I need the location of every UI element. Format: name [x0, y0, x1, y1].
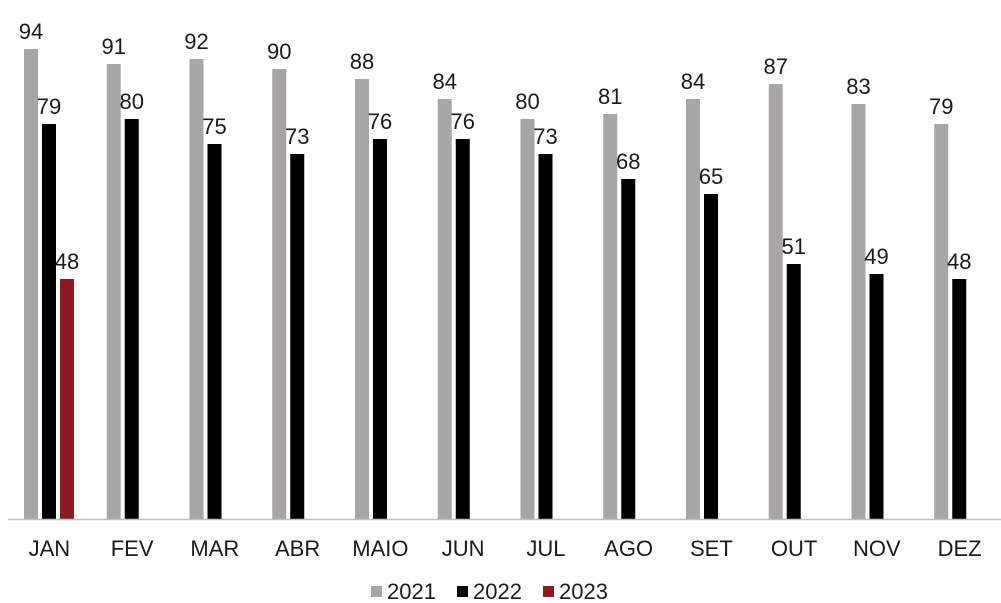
data-label-ago-2022: 68 — [616, 149, 640, 174]
bar-fev-2021 — [106, 64, 121, 519]
data-label-maio-2021: 88 — [350, 49, 374, 74]
data-label-abr-2022: 73 — [285, 124, 309, 149]
data-label-jul-2021: 80 — [515, 89, 539, 114]
bar-out-2021 — [768, 84, 783, 519]
x-tick-label-nov: NOV — [853, 536, 901, 561]
data-label-out-2021: 87 — [764, 54, 788, 79]
data-label-fev-2021: 91 — [102, 34, 126, 59]
bar-jun-2022 — [455, 139, 470, 519]
x-tick-label-abr: ABR — [275, 536, 320, 561]
data-label-mar-2021: 92 — [184, 29, 208, 54]
x-tick-label-dez: DEZ — [938, 536, 982, 561]
data-label-jun-2021: 84 — [433, 69, 457, 94]
x-tick-label-ago: AGO — [604, 536, 653, 561]
bar-maio-2021 — [355, 79, 369, 519]
bar-jan-2022 — [42, 124, 56, 519]
legend-swatch-2023 — [543, 586, 554, 597]
legend-swatch-2021 — [371, 586, 382, 597]
bar-ago-2021 — [603, 114, 618, 519]
bar-mar-2021 — [189, 59, 204, 519]
data-label-set-2022: 65 — [699, 164, 723, 189]
data-label-jan-2022: 79 — [37, 94, 61, 119]
data-label-fev-2022: 80 — [120, 89, 144, 114]
bar-jan-2023 — [60, 279, 74, 519]
x-tick-label-jan: JAN — [29, 536, 71, 561]
bar-jul-2021 — [520, 119, 535, 519]
bar-jun-2021 — [437, 99, 452, 519]
bar-maio-2022 — [373, 139, 387, 519]
bar-mar-2022 — [207, 144, 222, 519]
data-label-jun-2022: 76 — [451, 109, 475, 134]
x-tick-label-jul: JUL — [526, 536, 565, 561]
bar-out-2022 — [786, 264, 801, 519]
legend-label-2021: 2021 — [387, 579, 436, 603]
bar-dez-2021 — [934, 124, 949, 519]
bar-dez-2022 — [952, 279, 967, 519]
data-label-jul-2022: 73 — [533, 124, 557, 149]
bar-ago-2022 — [621, 179, 636, 519]
x-tick-label-fev: FEV — [111, 536, 154, 561]
legend-label-2023: 2023 — [559, 579, 608, 603]
bar-jul-2022 — [538, 154, 553, 519]
x-tick-label-jun: JUN — [442, 536, 485, 561]
data-label-mar-2022: 75 — [202, 114, 226, 139]
x-tick-label-mar: MAR — [190, 536, 239, 561]
data-label-dez-2022: 48 — [947, 249, 971, 274]
bar-nov-2021 — [851, 104, 866, 519]
x-tick-label-maio: MAIO — [352, 536, 408, 561]
bar-fev-2022 — [124, 119, 139, 519]
data-label-maio-2022: 76 — [368, 109, 392, 134]
data-labels-layer: 94 79 48 91 80 92 75 90 73 88 76 84 76 80 73 81 68 84 65 87… — [19, 19, 972, 274]
data-label-jan-2023: 48 — [55, 249, 79, 274]
bar-set-2021 — [686, 99, 700, 519]
bars-layer — [24, 49, 967, 519]
data-label-out-2022: 51 — [782, 234, 806, 259]
x-tick-label-out: OUT — [771, 536, 817, 561]
bar-set-2022 — [704, 194, 718, 519]
data-label-nov-2021: 83 — [846, 74, 870, 99]
bar-nov-2022 — [869, 274, 884, 519]
x-tick-label-set: SET — [690, 536, 733, 561]
bar-abr-2021 — [272, 69, 287, 519]
data-label-dez-2021: 79 — [929, 94, 953, 119]
legend-swatch-2022 — [457, 586, 468, 597]
data-label-abr-2021: 90 — [267, 39, 291, 64]
data-label-jan-2021: 94 — [19, 19, 43, 44]
bar-abr-2022 — [290, 154, 305, 519]
bar-jan-2021 — [24, 49, 38, 519]
data-label-ago-2021: 81 — [598, 84, 622, 109]
legend: 2021 2022 2023 — [371, 579, 608, 603]
data-label-set-2021: 84 — [681, 69, 705, 94]
data-label-nov-2022: 49 — [864, 244, 888, 269]
x-tick-labels: JAN FEV MAR ABR MAIO JUN JUL AGO SET OUT NOV DEZ — [29, 536, 982, 561]
legend-label-2022: 2022 — [473, 579, 522, 603]
